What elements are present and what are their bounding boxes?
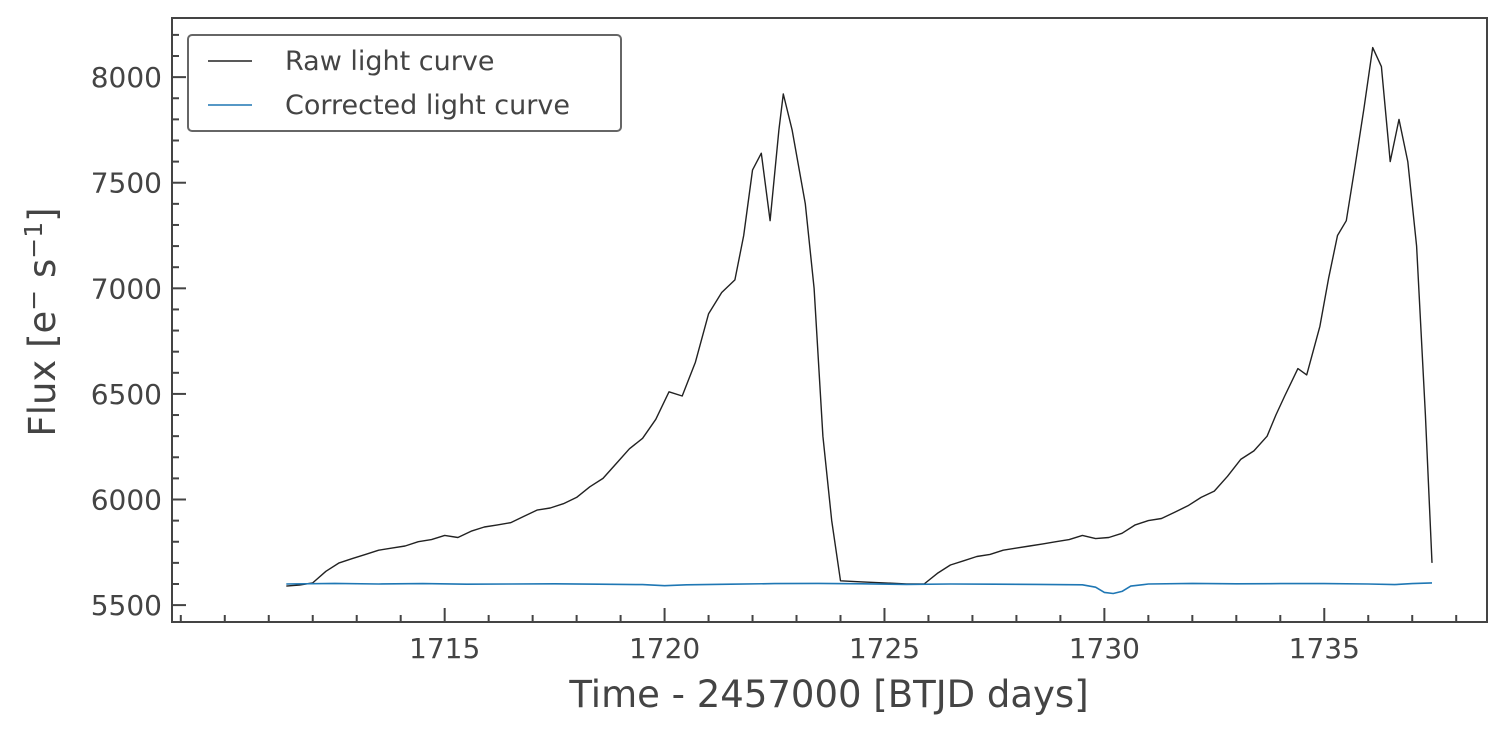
- y-axis-label-mid: s: [21, 259, 64, 290]
- y-axis-label: Flux [e− s−1]: [19, 207, 64, 436]
- y-tick-label: 5500: [91, 589, 162, 622]
- y-tick-label: 6500: [91, 378, 162, 411]
- legend: Raw light curve Corrected light curve: [187, 34, 622, 132]
- legend-label-corrected: Corrected light curve: [285, 90, 570, 121]
- plot-frame: [171, 17, 1488, 623]
- x-tick-label: 1730: [1069, 632, 1140, 665]
- axis-ticks: [172, 33, 1458, 622]
- series-raw-line: [286, 46, 1433, 587]
- x-tick-label: 1725: [849, 632, 920, 665]
- tick-labels: 1715 1720 1725 1730 1735 5500 6000 6500 7000 7500…: [91, 61, 1360, 665]
- y-tick-label: 6000: [91, 484, 162, 517]
- series-corrected-line: [286, 582, 1433, 595]
- y-axis-label-end: ]: [21, 207, 64, 221]
- series-lines: [286, 46, 1433, 595]
- y-tick-label: 7500: [91, 167, 162, 200]
- x-tick-label: 1715: [409, 632, 480, 665]
- x-tick-label: 1735: [1289, 632, 1360, 665]
- y-axis-label-main: Flux [e: [21, 311, 64, 437]
- x-axis-label: Time - 2457000 [BTJD days]: [568, 673, 1088, 716]
- y-tick-label: 8000: [91, 61, 162, 94]
- x-tick-label: 1720: [629, 632, 700, 665]
- legend-box: [187, 34, 622, 132]
- legend-label-raw: Raw light curve: [285, 46, 494, 77]
- y-axis-label-sup2: −1: [19, 222, 48, 259]
- y-axis-label-sup1: −: [19, 290, 48, 311]
- y-tick-label: 7000: [91, 272, 162, 305]
